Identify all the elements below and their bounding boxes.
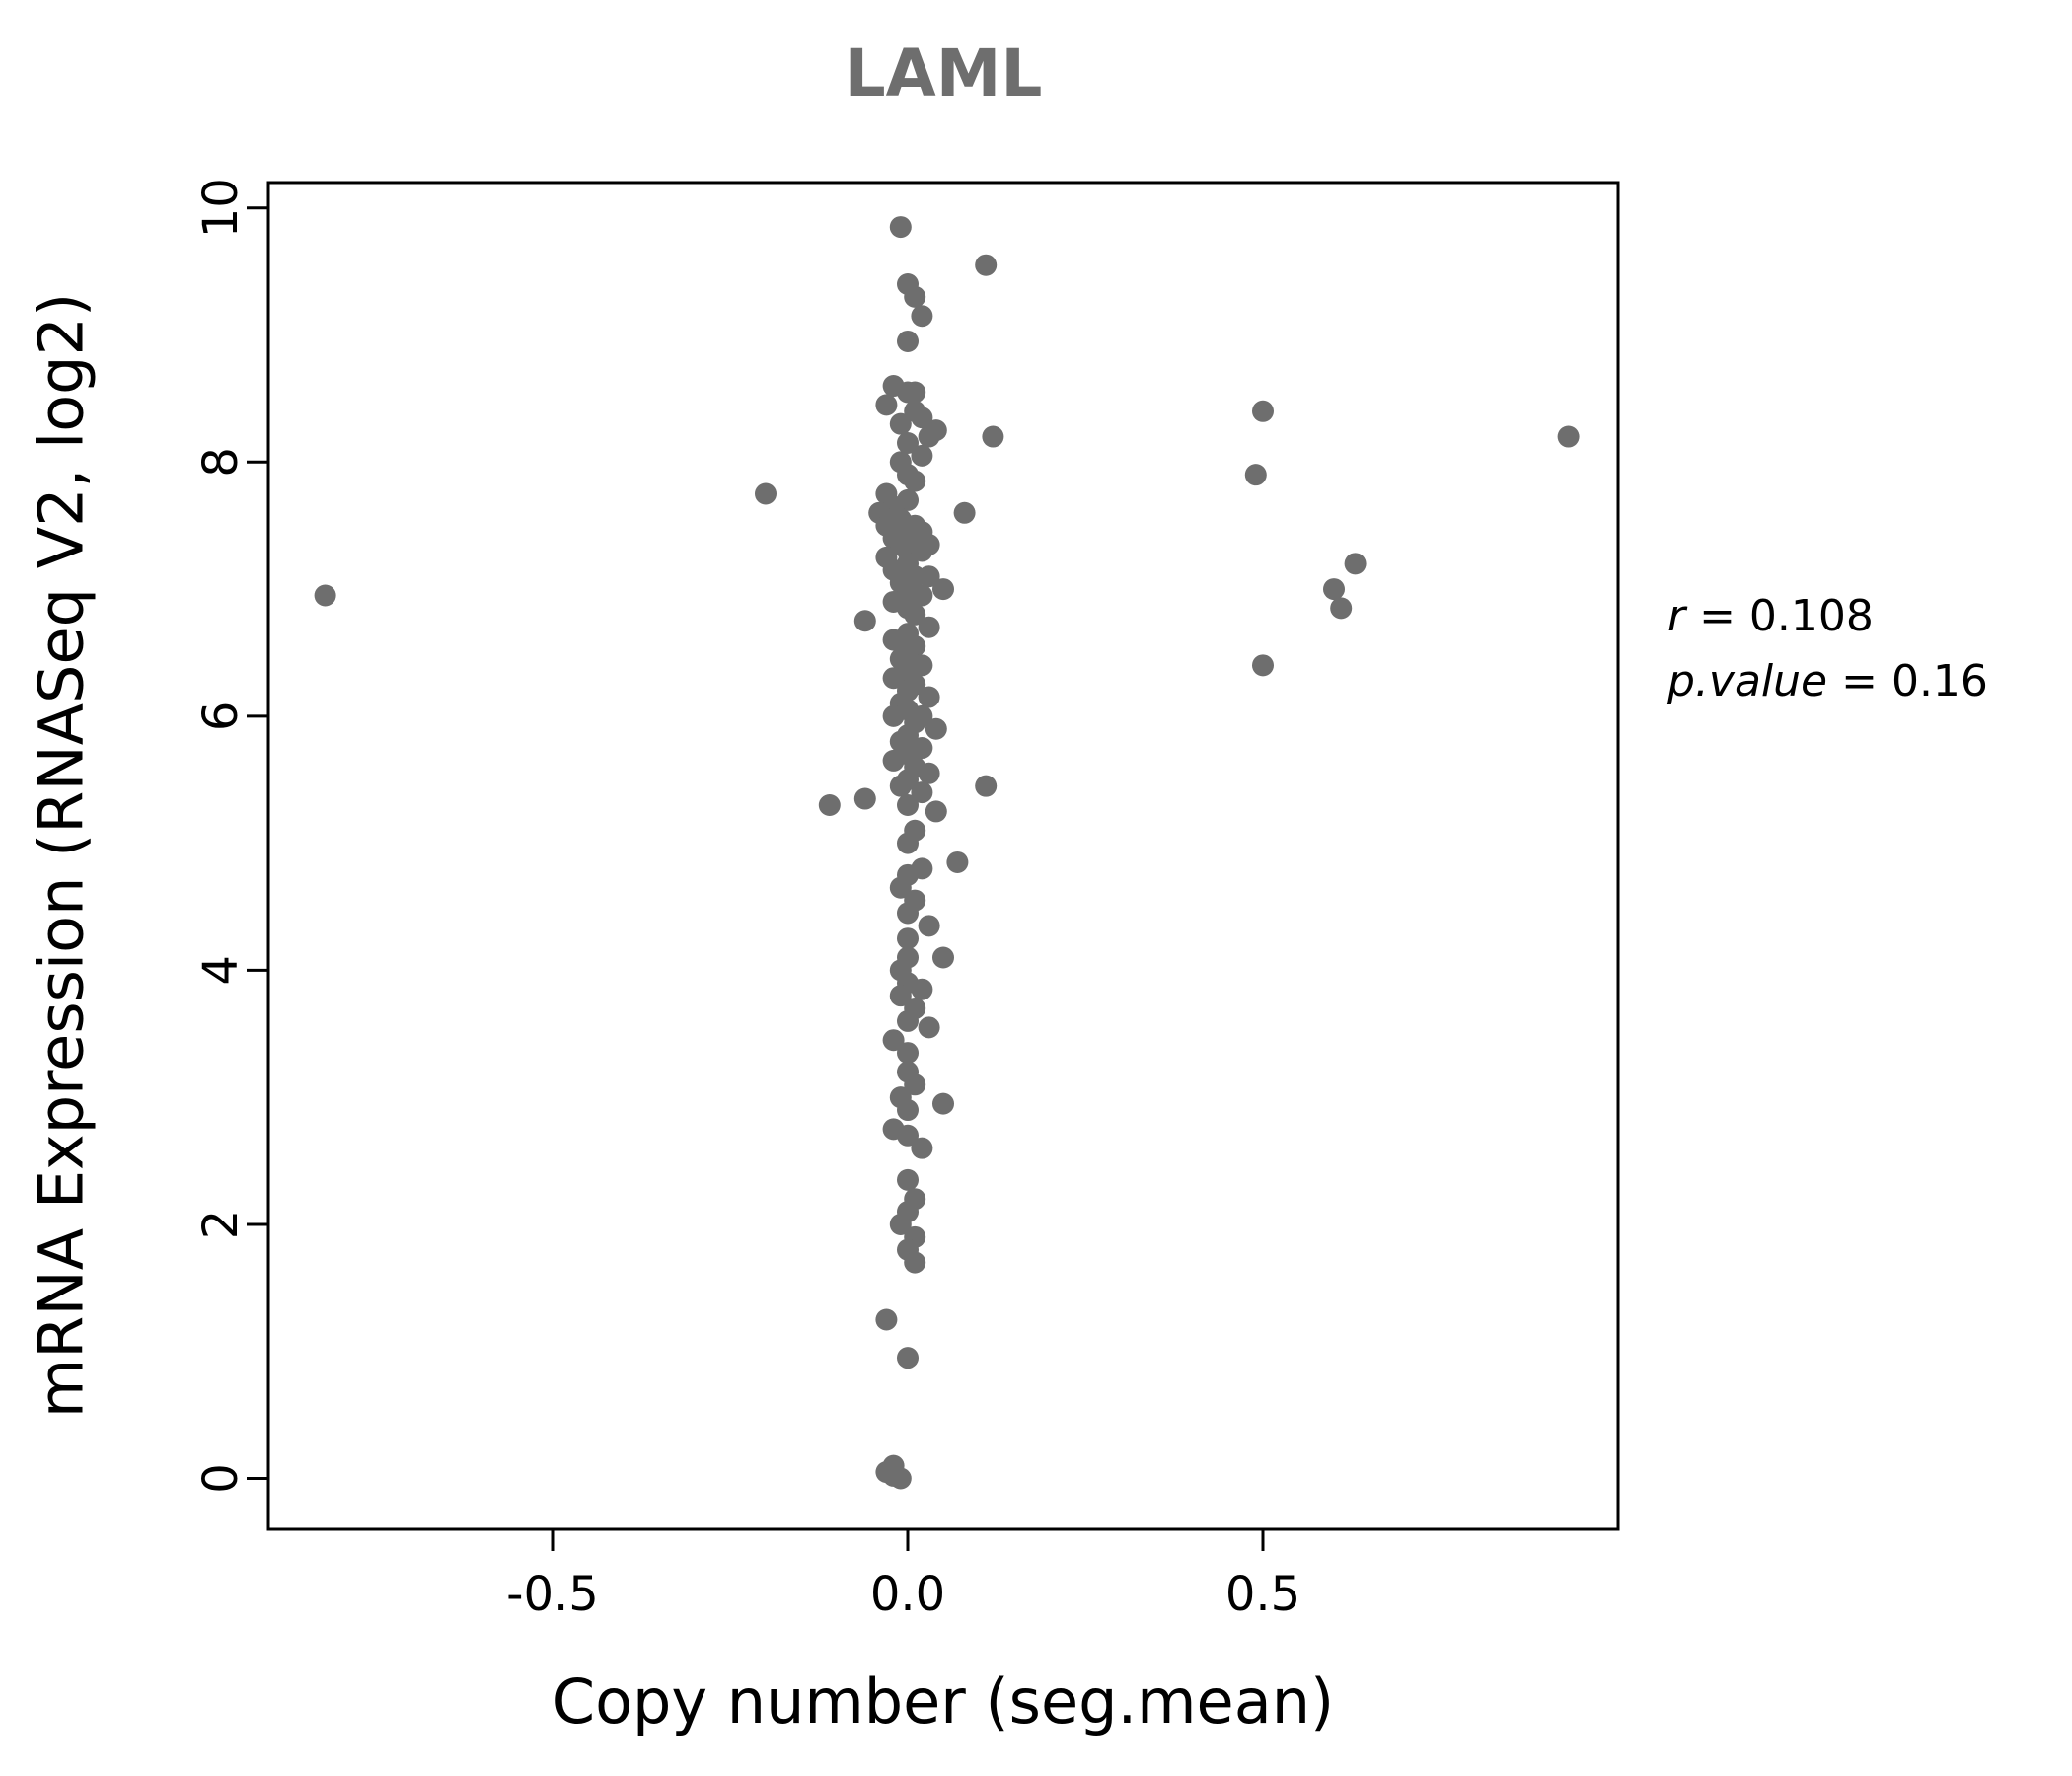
data-point [918, 762, 940, 784]
data-point [897, 1347, 919, 1369]
data-point [889, 1213, 912, 1235]
data-point [911, 978, 933, 1000]
data-point [897, 1099, 919, 1122]
data-point [882, 704, 905, 727]
y-tick-label: 6 [193, 702, 249, 732]
data-point [897, 1168, 919, 1191]
x-tick-label: -0.5 [506, 1567, 599, 1622]
data-point [911, 305, 933, 328]
r-variable-label: r [1667, 591, 1686, 641]
data-point [897, 927, 919, 950]
data-point [897, 1124, 919, 1147]
stats-annotation: r = 0.108 p.value = 0.16 [1667, 584, 1988, 714]
r-value-line: r = 0.108 [1667, 584, 1988, 649]
data-point [1330, 597, 1353, 620]
data-point [875, 394, 898, 416]
data-point [1557, 425, 1580, 448]
data-point [918, 616, 940, 638]
data-point [904, 381, 926, 404]
data-point [889, 985, 912, 1007]
data-point [904, 285, 926, 308]
y-tick-label: 10 [193, 178, 249, 238]
data-point [882, 1029, 905, 1052]
data-point [889, 216, 912, 239]
data-point [925, 800, 947, 823]
y-axis-label: mRNA Expression (RNASeq V2, log2) [25, 292, 98, 1419]
data-point [918, 686, 940, 708]
data-point [911, 540, 933, 562]
plot-box [266, 181, 1620, 1531]
data-point [1244, 464, 1267, 486]
data-point [882, 1464, 905, 1487]
data-point [897, 1042, 919, 1065]
data-point [932, 578, 954, 601]
data-point [911, 781, 933, 804]
data-point [932, 946, 954, 969]
data-point [853, 610, 876, 632]
data-point [904, 470, 926, 492]
data-point [897, 431, 919, 454]
data-point [975, 254, 998, 276]
data-point [314, 584, 336, 607]
data-point [818, 793, 841, 816]
data-point [875, 1308, 898, 1331]
data-point [982, 425, 1004, 448]
y-tick-label: 4 [193, 955, 249, 986]
chart-title: LAML [844, 36, 1043, 111]
data-point [1344, 553, 1367, 575]
data-point [904, 603, 926, 626]
data-point [918, 565, 940, 588]
data-point [925, 717, 947, 740]
data-point [882, 749, 905, 772]
data-point [897, 902, 919, 925]
x-axis-label: Copy number (seg.mean) [552, 1665, 1335, 1738]
data-point [755, 482, 777, 505]
data-point [1252, 654, 1274, 677]
data-point [897, 330, 919, 352]
data-point [889, 412, 912, 435]
p-variable-label: p.value [1667, 656, 1828, 706]
p-value-text: = 0.16 [1827, 656, 1988, 706]
data-point [882, 629, 905, 651]
data-point [932, 1092, 954, 1115]
data-point [911, 407, 933, 429]
data-point [946, 851, 969, 873]
data-point [975, 775, 998, 797]
y-tick-label: 8 [193, 447, 249, 478]
data-point [1252, 400, 1274, 422]
data-point [897, 793, 919, 816]
r-value-text: = 0.108 [1685, 591, 1874, 641]
data-point [911, 444, 933, 467]
data-point [1323, 578, 1345, 601]
data-point [953, 501, 976, 524]
x-tick-label: 0.0 [870, 1567, 945, 1622]
x-tick-label: 0.5 [1225, 1567, 1300, 1622]
data-point [911, 1137, 933, 1159]
y-tick-label: 0 [193, 1463, 249, 1494]
data-point [897, 832, 919, 854]
data-point [918, 1016, 940, 1039]
y-tick-label: 2 [193, 1210, 249, 1240]
p-value-line: p.value = 0.16 [1667, 649, 1988, 714]
data-point [918, 425, 940, 448]
data-point [897, 1009, 919, 1032]
data-point [918, 915, 940, 937]
data-point [853, 787, 876, 810]
data-point [904, 1073, 926, 1096]
data-point [882, 667, 905, 690]
data-point [889, 876, 912, 899]
data-point [889, 775, 912, 797]
data-point [911, 584, 933, 607]
data-point [904, 1251, 926, 1274]
